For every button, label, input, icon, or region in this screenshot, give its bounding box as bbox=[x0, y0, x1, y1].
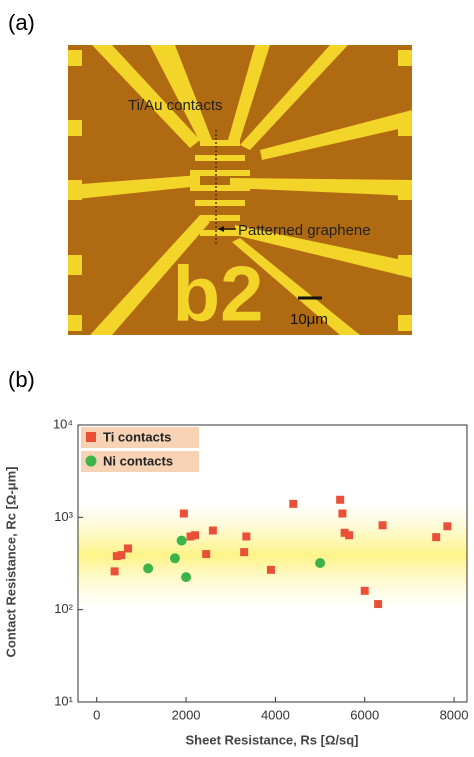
point bbox=[177, 536, 187, 546]
legend-marker bbox=[86, 456, 97, 467]
point bbox=[143, 563, 153, 573]
legend-label: Ti contacts bbox=[103, 429, 171, 444]
x-tick-label: 6000 bbox=[350, 707, 379, 722]
point bbox=[374, 600, 382, 608]
point bbox=[336, 496, 344, 504]
y-tick-label: 10¹ bbox=[54, 693, 73, 708]
point bbox=[124, 544, 132, 552]
y-axis-label: Contact Resistance, Rc [Ω-μm] bbox=[3, 466, 18, 657]
point bbox=[111, 567, 119, 575]
x-axis-label: Sheet Resistance, Rs [Ω/sq] bbox=[186, 732, 359, 747]
point bbox=[181, 572, 191, 582]
point bbox=[170, 553, 180, 563]
annotation: Ti/Au contacts bbox=[128, 97, 222, 114]
legend-marker bbox=[86, 432, 96, 442]
annotation: Patterned graphene bbox=[238, 222, 371, 239]
panel-label: (a) bbox=[8, 10, 35, 35]
point bbox=[289, 500, 297, 508]
point bbox=[315, 558, 325, 568]
y-tick-label: 10³ bbox=[54, 509, 73, 524]
point bbox=[240, 548, 248, 556]
x-tick-label: 0 bbox=[93, 707, 100, 722]
point bbox=[432, 533, 440, 541]
scale-bar-label: 10μm bbox=[290, 311, 328, 328]
point bbox=[209, 527, 217, 535]
point bbox=[379, 521, 387, 529]
x-tick-label: 8000 bbox=[440, 707, 469, 722]
point bbox=[267, 566, 275, 574]
point bbox=[345, 531, 353, 539]
point bbox=[191, 531, 199, 539]
point bbox=[443, 522, 451, 530]
y-tick-label: 10² bbox=[54, 601, 73, 616]
x-tick-label: 2000 bbox=[172, 707, 201, 722]
x-tick-label: 4000 bbox=[261, 707, 290, 722]
point bbox=[242, 533, 250, 541]
point bbox=[202, 550, 210, 558]
point bbox=[361, 587, 369, 595]
point bbox=[180, 510, 188, 518]
legend-label: Ni contacts bbox=[103, 453, 173, 468]
band-shading bbox=[78, 500, 467, 610]
y-tick-label: 10⁴ bbox=[53, 416, 73, 431]
pattern-text: b2 bbox=[172, 250, 263, 338]
point bbox=[338, 510, 346, 518]
figure: (a) bbox=[0, 0, 474, 752]
panel-label: (b) bbox=[8, 367, 35, 392]
